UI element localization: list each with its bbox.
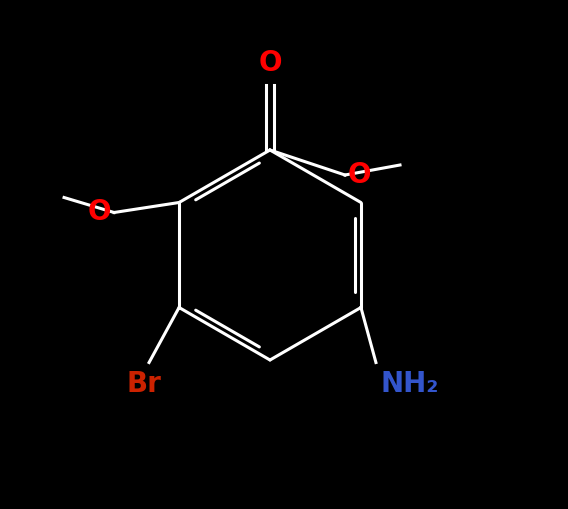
Text: Br: Br [127,371,161,399]
Text: O: O [87,199,111,227]
Text: O: O [348,161,371,189]
Text: NH₂: NH₂ [381,371,439,399]
Text: O: O [258,49,282,77]
